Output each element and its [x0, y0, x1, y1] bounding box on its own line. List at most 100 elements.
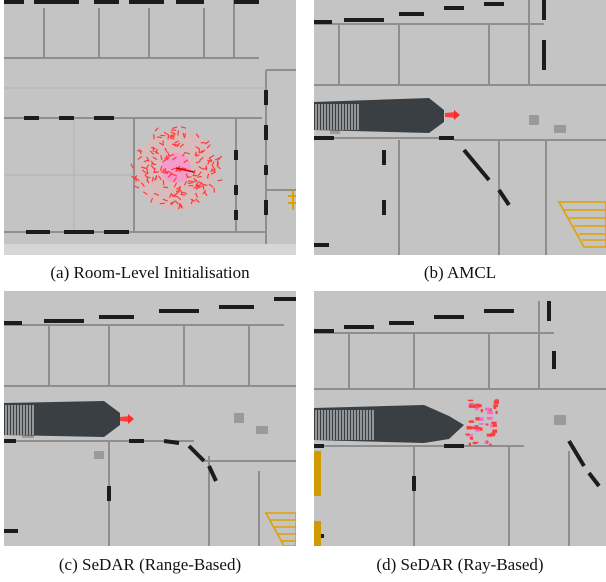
map-image	[4, 291, 296, 546]
particle	[137, 155, 143, 160]
particle	[172, 156, 177, 161]
particle	[140, 182, 145, 187]
particle	[479, 423, 484, 425]
particle	[130, 163, 134, 169]
particle	[181, 191, 188, 195]
particle	[468, 442, 471, 446]
particle	[146, 178, 150, 184]
particle	[155, 148, 158, 154]
particle	[218, 155, 223, 161]
particle	[209, 154, 215, 159]
particle-cloud	[130, 126, 223, 210]
particle	[170, 131, 176, 135]
panel-sedar-ray-based	[314, 291, 606, 546]
particle	[202, 183, 208, 186]
particle	[469, 405, 475, 408]
particle	[195, 133, 200, 138]
stairs	[264, 512, 296, 546]
particle	[142, 169, 147, 174]
particle	[142, 191, 148, 196]
particle	[217, 179, 223, 182]
particle	[153, 134, 155, 140]
particle	[169, 200, 176, 205]
particle	[195, 146, 201, 150]
particle	[190, 198, 196, 202]
particle	[485, 407, 491, 411]
particle	[465, 433, 470, 436]
particle	[183, 180, 188, 186]
panel-room-level-initialisation	[4, 0, 296, 255]
particle	[162, 180, 165, 186]
particle	[473, 404, 476, 407]
particle	[173, 140, 179, 144]
particle	[215, 157, 221, 161]
caption-b: (b) AMCL	[423, 263, 497, 282]
particle	[130, 175, 136, 180]
particle	[195, 160, 201, 164]
particle	[172, 173, 178, 177]
particle	[150, 164, 155, 170]
particle	[151, 176, 154, 182]
pose-estimate	[175, 167, 195, 173]
particle	[173, 182, 178, 188]
particle	[177, 130, 180, 136]
panel-sedar-range-based	[4, 291, 296, 546]
particle	[466, 426, 472, 430]
particle	[198, 180, 204, 185]
particle	[180, 193, 186, 196]
particle	[182, 132, 186, 138]
particle	[468, 399, 474, 402]
particle	[475, 407, 479, 411]
particle	[150, 146, 156, 150]
particle	[477, 404, 482, 407]
particle	[473, 426, 478, 430]
particle	[174, 200, 179, 205]
particle	[207, 159, 211, 165]
particle-cloud	[465, 399, 500, 446]
caption-d: (d) SeDAR (Ray-Based)	[376, 555, 544, 574]
particle	[216, 165, 221, 170]
particle	[159, 165, 163, 172]
map-image	[314, 291, 606, 546]
particle	[190, 199, 194, 205]
particle	[473, 406, 476, 409]
particle	[475, 425, 479, 429]
particle	[164, 170, 170, 173]
particle	[160, 155, 163, 161]
particle	[489, 433, 495, 437]
particle	[202, 167, 208, 170]
particle	[472, 426, 475, 429]
particle	[198, 166, 204, 170]
particle	[212, 165, 216, 171]
particle	[493, 400, 500, 404]
particle	[163, 131, 169, 136]
particle	[475, 417, 480, 421]
particle	[492, 423, 497, 427]
particle	[217, 159, 219, 165]
particle	[211, 161, 215, 167]
particle	[181, 167, 187, 170]
particle	[493, 406, 497, 409]
particle	[479, 417, 484, 421]
particle	[162, 198, 168, 202]
particle	[469, 436, 474, 440]
particle	[195, 198, 200, 203]
particle	[175, 188, 181, 193]
particle	[494, 399, 499, 402]
particle	[480, 427, 483, 431]
particle	[472, 425, 475, 428]
particle	[157, 175, 162, 181]
particle	[193, 169, 196, 176]
particle	[167, 173, 173, 178]
particle	[143, 159, 149, 163]
particle	[208, 183, 214, 188]
particle	[169, 135, 175, 138]
particle	[206, 144, 211, 149]
particle	[181, 126, 187, 129]
particle	[162, 158, 167, 163]
particle	[477, 427, 481, 430]
particle	[202, 189, 207, 195]
particle-cloud	[445, 110, 460, 120]
particle	[167, 152, 170, 158]
particle	[154, 175, 158, 181]
